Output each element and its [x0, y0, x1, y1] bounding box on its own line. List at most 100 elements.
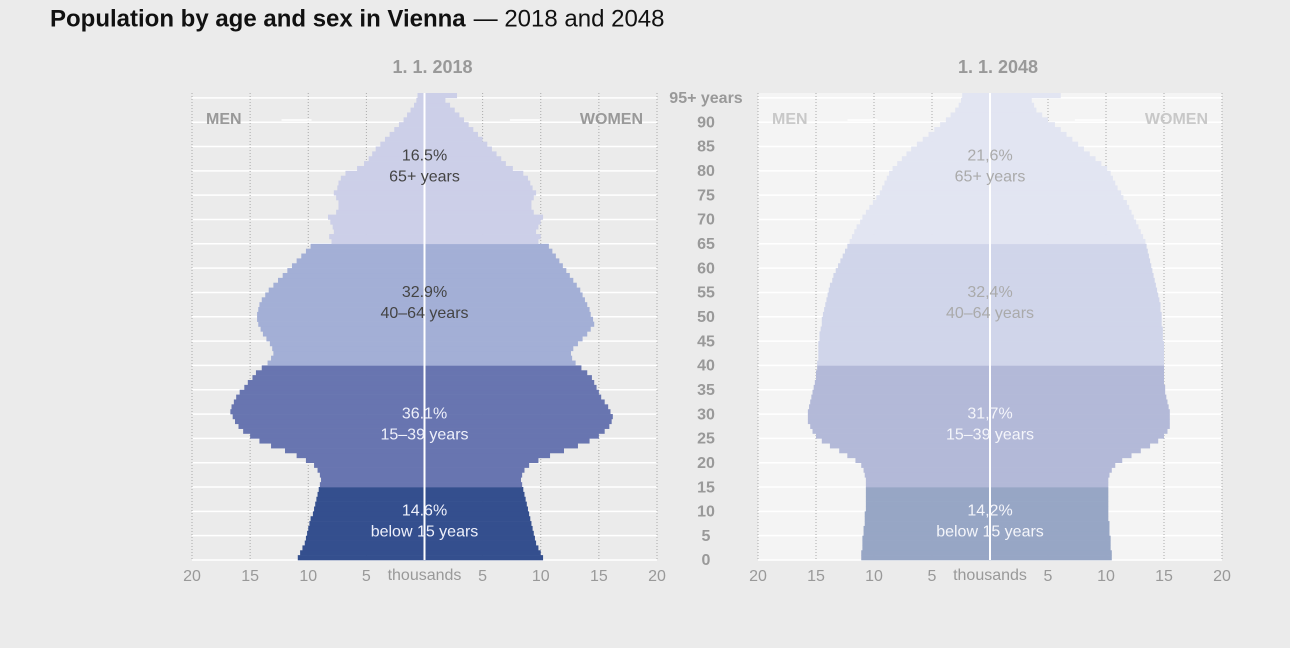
x-tick-label: 20	[648, 568, 666, 585]
bar	[847, 243, 990, 249]
bar	[816, 370, 990, 376]
bar	[855, 457, 990, 464]
bar	[876, 195, 990, 201]
bar	[814, 380, 990, 386]
bar	[865, 209, 990, 215]
bar	[336, 209, 425, 215]
bar	[424, 491, 525, 498]
x-tick-label: 10	[1097, 568, 1115, 585]
bar	[424, 365, 582, 371]
bar	[424, 350, 571, 356]
bar	[300, 550, 425, 556]
bar	[424, 243, 549, 249]
bar	[934, 127, 990, 133]
bar	[424, 146, 492, 152]
y-tick-label: 80	[697, 163, 715, 180]
bar	[990, 452, 1132, 459]
bar	[990, 491, 1109, 498]
bar	[990, 258, 1151, 264]
bar	[424, 214, 544, 220]
bar	[297, 555, 425, 561]
bar	[239, 389, 425, 395]
bar	[424, 375, 592, 381]
bar	[807, 418, 990, 425]
bar	[315, 501, 425, 507]
bar	[824, 307, 990, 313]
bar	[990, 277, 1155, 284]
bar	[301, 253, 425, 259]
bar	[424, 238, 539, 245]
bar	[424, 530, 534, 536]
bar	[990, 185, 1118, 191]
bar	[990, 350, 1164, 356]
bar	[321, 477, 425, 483]
bar	[990, 268, 1153, 274]
bar	[990, 136, 1073, 142]
bar	[318, 487, 425, 493]
bar	[424, 448, 564, 454]
bar	[961, 97, 990, 104]
bar	[864, 511, 990, 517]
bar	[990, 238, 1146, 245]
bar	[842, 253, 990, 259]
bar	[829, 443, 990, 449]
bar	[990, 243, 1147, 249]
bar	[424, 190, 537, 196]
bar	[260, 326, 425, 332]
bar	[424, 292, 583, 298]
bar	[424, 331, 588, 337]
bar	[990, 341, 1164, 347]
bar	[817, 365, 990, 371]
bar	[424, 472, 523, 478]
x-tick-label: 20	[749, 568, 767, 585]
bar	[990, 511, 1109, 517]
bar	[314, 506, 425, 512]
bar	[424, 122, 469, 128]
bar	[424, 438, 590, 444]
y-tick-label: 15	[697, 479, 715, 496]
bar	[345, 170, 425, 176]
bar	[331, 238, 425, 245]
bar	[424, 345, 574, 352]
bar	[945, 117, 990, 123]
bar	[990, 195, 1124, 201]
y-tick-label: 35	[697, 382, 715, 399]
bar	[424, 258, 560, 264]
group-name: 65+ years	[389, 169, 460, 186]
bar	[862, 540, 990, 546]
group-name: 40–64 years	[380, 305, 468, 322]
panel-title: 1. 1. 2048	[958, 57, 1038, 77]
bar	[990, 297, 1160, 303]
bar	[990, 423, 1170, 429]
bar	[424, 341, 578, 347]
bar	[906, 151, 990, 157]
group-name: 15–39 years	[946, 426, 1034, 443]
bar	[811, 394, 990, 400]
bar	[424, 136, 483, 142]
bar	[818, 345, 990, 352]
bar	[287, 268, 425, 274]
x-axis-label: thousands	[388, 567, 462, 584]
bar	[845, 248, 990, 254]
bar	[424, 418, 612, 425]
bar	[990, 204, 1130, 211]
bar	[333, 190, 425, 196]
bar	[305, 457, 425, 464]
bar	[330, 219, 425, 225]
bar	[261, 297, 425, 303]
x-axis-label: thousands	[953, 567, 1027, 584]
y-tick-label: 30	[697, 406, 715, 423]
bar	[266, 336, 425, 342]
bar	[235, 418, 425, 425]
bar	[424, 297, 585, 303]
bar	[990, 107, 1037, 113]
bar	[822, 311, 990, 318]
bar	[291, 263, 425, 269]
bar	[424, 540, 537, 546]
bar	[424, 428, 605, 434]
bar	[990, 414, 1170, 420]
bar	[990, 219, 1137, 225]
bar	[357, 165, 425, 172]
bar	[813, 384, 990, 391]
bar	[886, 175, 990, 181]
